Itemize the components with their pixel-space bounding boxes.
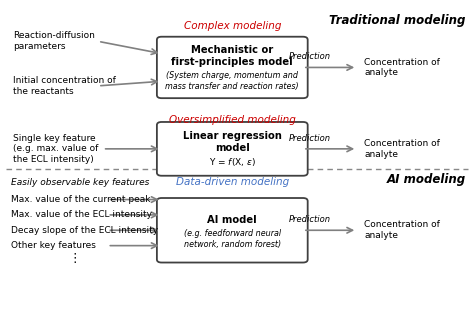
Text: Prediction: Prediction	[289, 134, 331, 143]
Text: Max. value of the ECL intensity: Max. value of the ECL intensity	[11, 210, 152, 219]
Text: Mechanistic or
first-principles model: Mechanistic or first-principles model	[172, 45, 293, 67]
Text: Concentration of
analyte: Concentration of analyte	[364, 220, 440, 240]
Text: Data-driven modeling: Data-driven modeling	[176, 176, 289, 187]
Text: Single key feature
(e.g. max. value of
the ECL intensity): Single key feature (e.g. max. value of t…	[13, 134, 99, 164]
Text: Traditional modeling: Traditional modeling	[329, 14, 465, 27]
Text: Y = $f$(X, $\epsilon$): Y = $f$(X, $\epsilon$)	[209, 156, 256, 168]
Text: Concentration of
analyte: Concentration of analyte	[364, 58, 440, 77]
FancyBboxPatch shape	[157, 122, 308, 176]
Text: Prediction: Prediction	[289, 52, 331, 61]
FancyBboxPatch shape	[157, 198, 308, 263]
Text: Concentration of
analyte: Concentration of analyte	[364, 139, 440, 159]
FancyBboxPatch shape	[157, 37, 308, 98]
Text: (System charge, momentum and
mass transfer and reaction rates): (System charge, momentum and mass transf…	[165, 71, 299, 91]
Text: ⋮: ⋮	[68, 252, 81, 265]
Text: Initial concentration of
the reactants: Initial concentration of the reactants	[13, 76, 116, 96]
Text: Reaction-diffusion
parameters: Reaction-diffusion parameters	[13, 31, 95, 51]
Text: Decay slope of the ECL intensity: Decay slope of the ECL intensity	[11, 226, 158, 235]
Text: Max. value of the current peak: Max. value of the current peak	[11, 195, 150, 204]
Text: Easily observable key features: Easily observable key features	[11, 178, 149, 187]
Text: Linear regression
model: Linear regression model	[183, 131, 282, 153]
Text: Prediction: Prediction	[289, 215, 331, 224]
Text: AI model: AI model	[208, 215, 257, 225]
Text: (e.g. feedforward neural
network, random forest): (e.g. feedforward neural network, random…	[184, 229, 281, 249]
Text: Oversimplified modeling: Oversimplified modeling	[169, 115, 296, 125]
Text: Complex modeling: Complex modeling	[183, 21, 281, 31]
Text: Other key features: Other key features	[11, 241, 96, 250]
Text: AI modeling: AI modeling	[386, 173, 465, 186]
